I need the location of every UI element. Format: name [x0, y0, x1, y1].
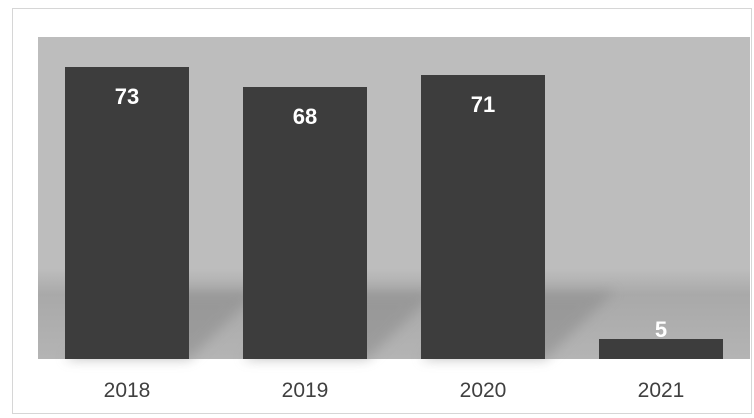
- data-label-2020: 71: [471, 92, 495, 117]
- data-label-2018: 73: [115, 84, 139, 109]
- x-tick-2021: 2021: [638, 379, 685, 402]
- data-labels: 73 68 71 5: [115, 84, 667, 342]
- data-label-2021: 5: [655, 317, 667, 342]
- x-tick-2018: 2018: [104, 379, 151, 402]
- bar-2018: [65, 67, 189, 359]
- x-tick-2019: 2019: [282, 379, 329, 402]
- data-label-2019: 68: [293, 104, 317, 129]
- bar-2021: [599, 339, 723, 359]
- bars: [65, 67, 723, 359]
- x-axis-tick-labels: 2018 2019 2020 2021: [104, 379, 685, 402]
- bar-2020: [421, 75, 545, 359]
- bar-2019: [243, 87, 367, 359]
- x-tick-2020: 2020: [460, 379, 507, 402]
